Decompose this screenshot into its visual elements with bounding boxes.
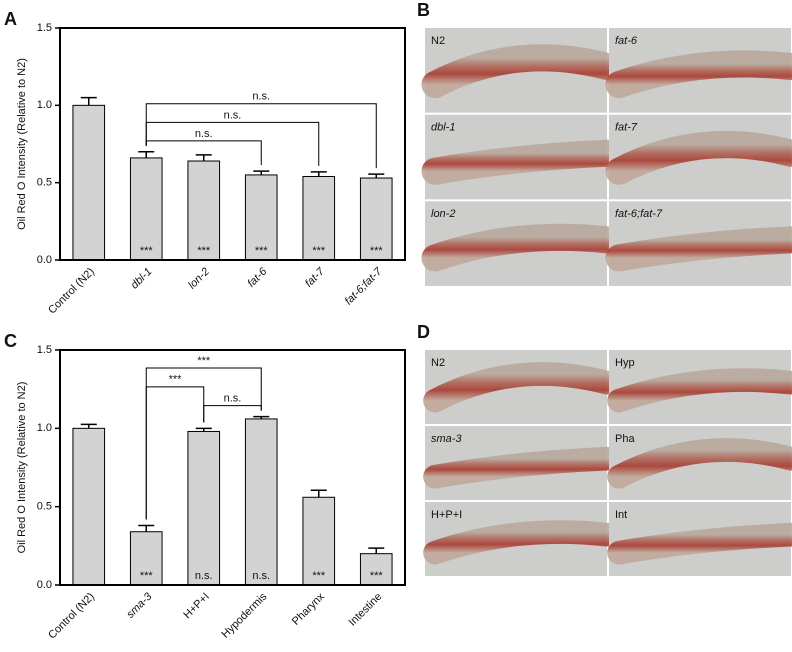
y-tick-label: 1.0: [37, 422, 52, 434]
comparison-bracket: [145, 103, 377, 169]
worm: [423, 520, 619, 565]
significance: ***: [370, 570, 384, 582]
x-tick-label: dbl-1: [129, 266, 155, 292]
significance: n.s.: [195, 570, 213, 582]
y-tick-label: 0.5: [37, 501, 52, 513]
error-bar: [368, 547, 385, 554]
x-tick-label: fat-6: [245, 265, 270, 290]
image-caption: fat-6;fat-7: [615, 208, 663, 220]
error-bar: [80, 96, 97, 106]
worm: [605, 226, 792, 272]
y-tick-label: 0.0: [37, 579, 52, 591]
error-bar: [368, 173, 385, 179]
image-caption: sma-3: [431, 433, 462, 445]
x-tick-label: Control (N2): [46, 591, 97, 642]
error-bar: [138, 524, 155, 532]
y-tick-label: 1.5: [37, 344, 52, 356]
image-caption: Pha: [615, 433, 635, 445]
bar: [359, 177, 393, 261]
panel-label: A: [4, 9, 17, 29]
significance: ***: [312, 245, 326, 257]
error-bar: [195, 154, 212, 162]
image-caption: Int: [615, 509, 627, 521]
image-caption: lon-2: [431, 208, 455, 220]
x-tick-label: Pharynx: [290, 590, 327, 627]
x-tick-label: sma-3: [124, 590, 155, 621]
y-axis-label: Oil Red O Intensity (Relative to N2): [16, 58, 28, 230]
image-caption: Hyp: [615, 357, 635, 369]
y-tick-label: 0.5: [37, 177, 52, 189]
bar: [359, 553, 393, 586]
x-tick-label: lon-2: [186, 266, 212, 292]
worm: [421, 223, 621, 272]
error-bar: [310, 489, 327, 498]
x-tick-label: Control (N2): [46, 266, 97, 317]
bracket-label: n.s.: [195, 128, 213, 140]
worm: [423, 362, 619, 413]
worm: [605, 50, 792, 99]
x-tick-label: fat-6;fat-7: [343, 265, 385, 307]
bracket-label: n.s.: [224, 109, 242, 121]
bar: [72, 427, 106, 586]
panel-label: C: [4, 331, 17, 351]
worm: [421, 139, 621, 185]
significance: ***: [312, 570, 326, 582]
error-bar: [138, 150, 155, 158]
worm: [607, 368, 792, 413]
significance: ***: [255, 245, 269, 257]
worm: [421, 44, 621, 99]
worm: [423, 446, 619, 489]
image-caption: fat-7: [615, 122, 638, 134]
significance: ***: [140, 245, 154, 257]
image-caption: N2: [431, 35, 445, 47]
error-bar: [253, 170, 270, 175]
y-axis-label: Oil Red O Intensity (Relative to N2): [16, 382, 28, 554]
error-bar: [253, 415, 270, 419]
bar: [72, 104, 106, 261]
image-caption: dbl-1: [431, 122, 455, 134]
significance: ***: [370, 245, 384, 257]
x-tick-label: H+P+I: [181, 591, 212, 622]
error-bar: [195, 427, 212, 432]
bar: [302, 496, 336, 586]
bar: [244, 418, 278, 586]
comparison-bracket: [145, 121, 320, 166]
worm: [605, 130, 792, 185]
panel-label: B: [417, 0, 430, 20]
y-tick-label: 1.0: [37, 99, 52, 111]
worm: [607, 438, 792, 489]
x-tick-label: Intestine: [347, 591, 385, 629]
bar: [302, 175, 336, 261]
bracket-label: n.s.: [252, 91, 270, 103]
bar: [129, 531, 163, 586]
plot-frame: [59, 349, 406, 586]
bracket-label: ***: [169, 374, 183, 386]
significance: ***: [140, 570, 154, 582]
image-caption: H+P+I: [431, 509, 462, 521]
image-caption: N2: [431, 357, 445, 369]
y-tick-label: 1.5: [37, 22, 52, 34]
x-tick-label: Hypodermis: [219, 590, 269, 640]
error-bar: [310, 171, 327, 177]
x-tick-label: fat-7: [303, 265, 328, 290]
bar: [187, 430, 221, 586]
bracket-label: n.s.: [224, 393, 242, 405]
bar: [129, 157, 163, 261]
y-tick-label: 0.0: [37, 254, 52, 266]
error-bar: [80, 423, 97, 429]
panel-label: D: [417, 322, 430, 342]
comparison-bracket: [145, 367, 262, 520]
significance: ***: [197, 245, 211, 257]
image-caption: fat-6: [615, 35, 638, 47]
plot-frame: [59, 27, 406, 261]
worm: [607, 522, 792, 565]
significance: n.s.: [252, 570, 270, 582]
bracket-label: ***: [197, 355, 211, 367]
